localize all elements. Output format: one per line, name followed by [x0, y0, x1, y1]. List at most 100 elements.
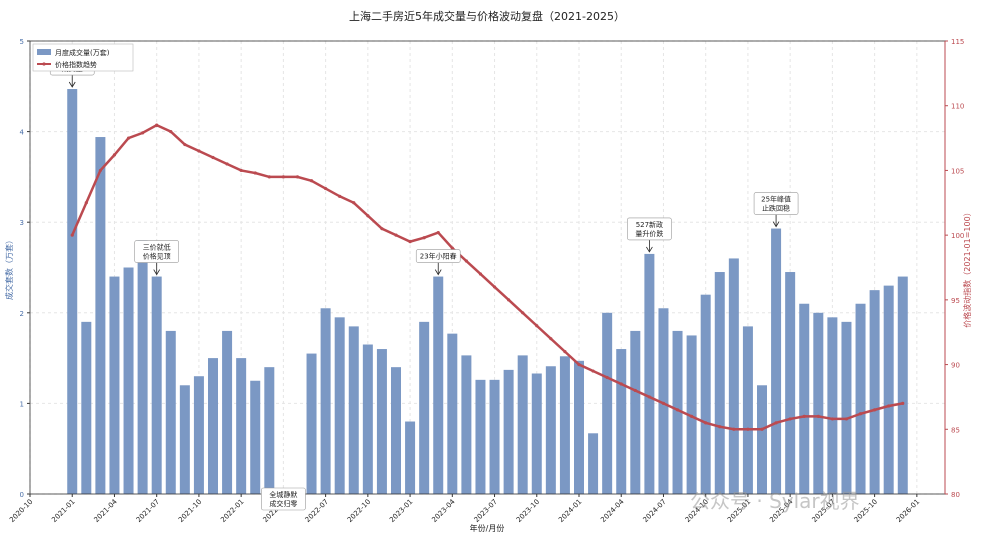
price-point	[338, 194, 342, 198]
x-tick-label: 2024-04	[599, 497, 626, 524]
price-point	[858, 412, 863, 416]
price-point	[577, 362, 581, 367]
price-point	[422, 236, 426, 240]
y-tick-label: 3	[20, 219, 24, 227]
annotation-text: 527新政量升价跌	[635, 220, 663, 238]
price-point	[746, 427, 750, 431]
annotation-box	[627, 217, 672, 241]
bar	[137, 240, 148, 494]
price-point	[408, 240, 412, 244]
price-point	[155, 123, 159, 127]
y2-tick-label: 95	[951, 297, 960, 305]
bar	[362, 344, 373, 494]
x-tick-label: 2023-10	[515, 498, 541, 524]
price-point	[253, 171, 257, 175]
bar	[405, 421, 416, 494]
bar	[236, 358, 247, 494]
y-axis-label: 成交套数（万套）	[4, 236, 14, 300]
x-tick-label: 2021-07	[135, 498, 161, 524]
bar	[433, 276, 444, 494]
price-point	[352, 201, 356, 205]
x-tick-label: 2021-01	[50, 498, 76, 524]
x-tick-label: 2021-10	[177, 498, 203, 524]
price-point	[436, 230, 440, 235]
y2-tick-label: 100	[951, 232, 964, 240]
legend-box	[32, 43, 134, 72]
bar	[348, 326, 359, 494]
bar	[376, 349, 387, 494]
bar	[757, 385, 767, 494]
price-point	[394, 233, 398, 237]
price-point	[183, 142, 187, 147]
price-point	[816, 414, 820, 418]
price-point	[126, 136, 131, 140]
bar	[883, 285, 894, 494]
price-point	[295, 175, 300, 179]
annotation-text: 全城静默成交归零	[269, 490, 297, 508]
price-point	[690, 414, 694, 418]
annotation: 527新政量升价跌	[627, 217, 672, 253]
bar	[616, 349, 627, 494]
bar	[855, 303, 866, 494]
bar	[67, 89, 78, 494]
annotation-arrowhead	[772, 221, 780, 228]
bar	[208, 358, 218, 494]
bar	[306, 353, 317, 494]
chart-title: 上海二手房近5年成交量与价格波动复盘（2021-2025）	[349, 9, 625, 23]
bar	[179, 385, 190, 494]
price-point	[464, 259, 468, 263]
bar	[165, 330, 176, 494]
bar	[489, 379, 500, 494]
price-point	[661, 401, 666, 405]
bar	[250, 380, 261, 494]
y2-tick-label: 80	[951, 491, 960, 499]
y-tick-label: 4	[20, 129, 25, 137]
bar	[588, 433, 599, 494]
x-tick-label: 2026-01	[895, 498, 921, 524]
bar	[193, 376, 204, 494]
y-tick-label: 1	[20, 400, 24, 408]
price-point	[366, 214, 370, 218]
price-point	[633, 388, 637, 393]
price-point	[380, 227, 384, 231]
price-point	[760, 427, 764, 431]
price-point	[211, 155, 215, 160]
y2-axis-label: 价格波动指数（2021-01=100）	[962, 208, 972, 327]
price-point	[901, 401, 905, 405]
x-tick-label: 2023-01	[388, 498, 414, 524]
legend: 月度成交量(万套) 价格指数趋势	[32, 43, 134, 72]
price-point	[844, 417, 849, 421]
bar	[151, 276, 162, 494]
bar	[869, 290, 880, 494]
price-point	[309, 179, 314, 183]
x-axis-label: 年份/月份	[470, 523, 505, 533]
bar	[222, 330, 233, 494]
x-tick-label: 2022-07	[304, 498, 330, 524]
y-tick-label: 2	[20, 310, 24, 318]
bar	[672, 330, 683, 494]
watermark: 公众号 · Sylar视界	[690, 489, 860, 513]
price-point	[169, 130, 173, 134]
bar	[644, 253, 655, 494]
y2-tick-label: 85	[951, 426, 960, 434]
price-point	[718, 425, 722, 429]
annotation: 25年峰值止跌回稳	[753, 192, 799, 228]
bar	[461, 355, 472, 494]
price-point	[873, 408, 877, 412]
bar	[531, 373, 542, 494]
annotation-box	[261, 487, 306, 511]
bar	[95, 137, 106, 494]
y2-tick-label: 90	[951, 362, 960, 370]
price-point	[507, 298, 511, 302]
annotation-box	[415, 249, 461, 263]
bar	[545, 366, 556, 494]
price-point	[492, 285, 497, 289]
price-point	[225, 162, 229, 166]
bar	[714, 272, 725, 494]
bar	[123, 267, 134, 494]
annotation-arrowhead	[434, 269, 442, 276]
price-line	[71, 123, 903, 431]
bar	[602, 312, 613, 494]
y2-tick-label: 105	[951, 167, 964, 175]
bar	[517, 355, 528, 494]
